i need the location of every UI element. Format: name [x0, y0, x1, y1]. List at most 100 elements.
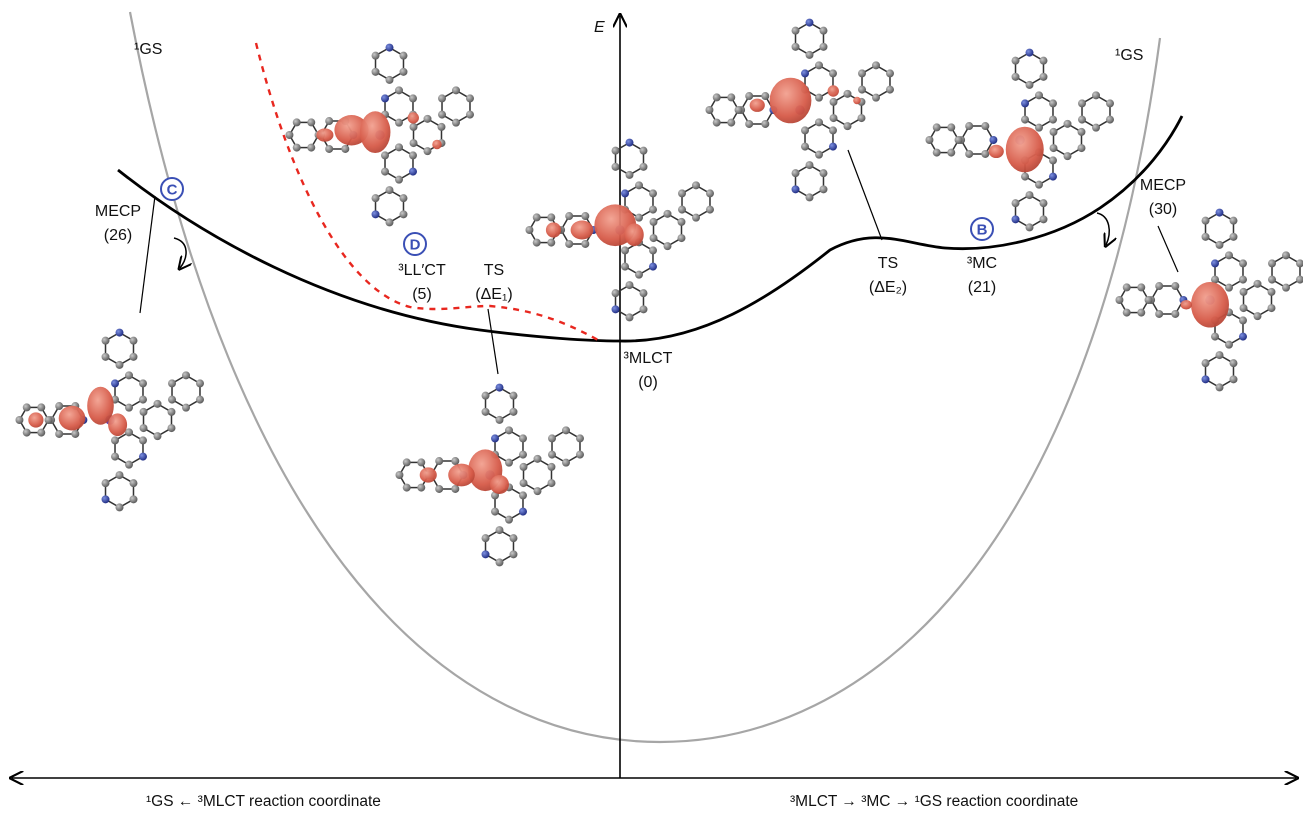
carbon-atom	[663, 242, 672, 251]
carbon-atom	[385, 75, 394, 84]
nitrogen-atom	[115, 328, 124, 337]
nitrogen-atom	[791, 185, 800, 194]
carbon-atom	[417, 458, 426, 467]
structure-mecp-left	[15, 328, 204, 512]
carbon-atom	[565, 239, 574, 248]
carbon-atom	[815, 61, 823, 70]
state-name: TS	[484, 262, 504, 279]
carbon-atom	[815, 150, 823, 159]
state-mecp-left: MECP (26)	[95, 203, 141, 244]
carbon-atom	[1039, 199, 1048, 208]
state-value: (ΔE₂)	[869, 279, 907, 296]
nitrogen-atom	[481, 550, 490, 559]
carbon-atom	[292, 118, 301, 127]
carbon-atom	[829, 114, 838, 123]
spin-density-lobe	[1180, 300, 1192, 310]
carbon-atom	[1201, 232, 1210, 241]
carbon-atom	[509, 550, 518, 559]
badge-letter: C	[167, 182, 178, 199]
carbon-atom	[575, 450, 584, 459]
carbon-atom	[635, 270, 643, 279]
carbon-atom	[138, 436, 147, 445]
carbon-atom	[648, 246, 657, 255]
carbon-atom	[954, 136, 963, 144]
carbon-atom	[402, 483, 411, 492]
badge-d: D	[403, 232, 427, 256]
carbon-atom	[805, 50, 814, 59]
carbon-atom	[761, 119, 770, 128]
carbon-atom	[801, 142, 810, 151]
carbon-atom	[22, 428, 31, 437]
nitrogen-atom	[385, 43, 394, 52]
carbon-atom	[805, 193, 814, 202]
state-value: (21)	[968, 279, 996, 296]
carbon-atom	[325, 117, 334, 126]
state-ts1: TS (ΔE₁)	[475, 262, 512, 303]
carbon-atom	[1267, 287, 1276, 296]
carbon-atom	[1155, 309, 1164, 318]
nitrogen-atom	[111, 379, 120, 388]
carbon-atom	[381, 151, 390, 160]
nitrogen-atom	[381, 94, 390, 103]
carbon-atom	[547, 213, 556, 222]
spin-density-lobe	[334, 115, 369, 146]
carbon-atom	[1267, 304, 1276, 313]
nitrogen-atom	[1025, 48, 1034, 57]
carbon-atom	[115, 471, 124, 480]
carbon-atom	[1039, 215, 1048, 224]
carbon-atom	[625, 281, 634, 290]
carbon-atom	[829, 97, 838, 106]
carbon-atom	[1035, 180, 1043, 189]
carbon-atom	[1115, 296, 1124, 304]
carbon-atom	[843, 122, 852, 131]
carbon-atom	[1077, 144, 1086, 153]
spin-density-lobe	[419, 467, 437, 483]
carbon-atom	[182, 371, 190, 380]
carbon-atom	[1137, 283, 1146, 292]
carbon-atom	[518, 450, 527, 459]
carbon-atom	[495, 526, 504, 535]
carbon-atom	[791, 42, 800, 51]
carbon-atom	[1229, 216, 1238, 225]
carbon-atom	[745, 119, 754, 128]
carbon-atom	[37, 403, 46, 412]
carbon-atom	[167, 424, 176, 433]
carbon-atom	[139, 424, 148, 433]
nitrogen-atom	[1201, 375, 1210, 384]
carbon-atom	[1282, 251, 1290, 260]
carbon-atom	[791, 26, 800, 35]
badge-circle	[403, 232, 427, 256]
carbon-atom	[115, 360, 124, 369]
carbon-atom	[819, 185, 828, 194]
spin-density-lobe	[87, 386, 114, 425]
carbon-atom	[925, 136, 934, 144]
carbon-atom	[195, 395, 204, 404]
state-name: MECP	[95, 203, 141, 220]
carbon-atom	[712, 118, 721, 127]
spin-density-lobe	[108, 413, 128, 437]
carbon-atom	[125, 371, 133, 380]
carbon-atom	[1137, 308, 1146, 317]
carbon-atom	[663, 209, 672, 218]
carbon-atom	[111, 436, 120, 445]
carbon-atom	[639, 305, 648, 314]
carbon-atom	[801, 126, 810, 135]
carbon-atom	[533, 487, 542, 496]
spin-density-lobe	[432, 139, 442, 150]
structure-ts2	[705, 18, 894, 202]
carbon-atom	[129, 479, 138, 488]
gs-label-left: ¹GS	[134, 41, 162, 58]
spin-density-lobe	[769, 77, 812, 124]
spin-density-lobe	[988, 144, 1004, 159]
carbon-atom	[385, 218, 394, 227]
carbon-atom	[611, 289, 620, 298]
structure-mc	[925, 48, 1114, 232]
carbon-atom	[843, 89, 852, 98]
carbon-atom	[1295, 259, 1303, 268]
carbon-atom	[1215, 383, 1224, 392]
carbon-atom	[182, 403, 190, 412]
carbon-atom	[1282, 283, 1290, 292]
spin-density-lobe	[448, 463, 475, 487]
carbon-atom	[745, 92, 754, 101]
